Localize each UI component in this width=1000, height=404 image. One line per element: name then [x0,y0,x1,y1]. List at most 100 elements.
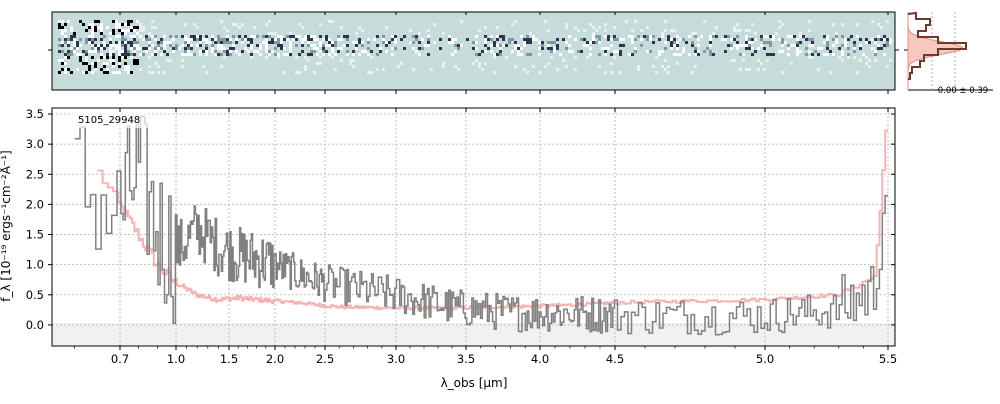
spectrum-2d-pixel [760,44,763,47]
spectrum-2d-pixel [112,65,115,68]
spectrum-2d-pixel [307,59,310,62]
spectrum-2d-pixel [247,50,250,53]
spectrum-2d-pixel [787,44,790,47]
spectrum-2d-pixel [157,44,160,47]
spectrum-2d-pixel [133,26,136,29]
spectrum-2d-pixel [352,59,355,62]
spectrum-2d-pixel [130,41,133,44]
spectrum-2d-pixel [613,56,616,59]
spectrum-2d-pixel [91,56,94,59]
spectrum-2d-pixel [91,44,94,47]
spectrum-2d-pixel [181,59,184,62]
spectrum-2d-pixel [340,26,343,29]
spectrum-2d-pixel [118,50,121,53]
spectrum-2d-pixel [67,50,70,53]
spectrum-2d-pixel [235,50,238,53]
spectrum-2d-pixel [310,44,313,47]
spectrum-2d-pixel [64,53,67,56]
spectrum-2d-pixel [127,71,130,74]
spectrum-2d-pixel [886,44,889,47]
spectrum-2d-pixel [379,47,382,50]
spectrum-2d-pixel [739,68,742,71]
spectrum-2d-pixel [190,44,193,47]
spectrum-2d-pixel [328,53,331,56]
spectrum-2d-pixel [523,68,526,71]
spectrum-2d-pixel [646,26,649,29]
spectrum-2d-pixel [763,47,766,50]
spectrum-2d-pixel [238,53,241,56]
spectrum-2d-pixel [229,53,232,56]
spectrum-2d-pixel [619,38,622,41]
spectrum-2d-pixel [274,47,277,50]
spectrum-2d-pixel [241,38,244,41]
spectrum-2d-pixel [547,41,550,44]
spectrum-2d-pixel [214,41,217,44]
spectrum-2d-pixel [127,23,130,26]
spectrum-2d-pixel [304,35,307,38]
spectrum-2d-pixel [94,20,97,23]
spectrum-2d-pixel [130,26,133,29]
spectrum-2d-pixel [139,47,142,50]
spectrum-2d-pixel [148,71,151,74]
spectrum-2d-pixel [487,47,490,50]
spectrum-2d-pixel [118,35,121,38]
spectrum-2d-pixel [745,29,748,32]
spectrum-2d-pixel [190,35,193,38]
spectrum-2d-pixel [751,23,754,26]
spectrum-2d-pixel [484,62,487,65]
spectrum-2d-pixel [304,65,307,68]
spectrum-2d-pixel [418,41,421,44]
spectrum-2d-pixel [514,44,517,47]
spectrum-2d-pixel [169,35,172,38]
spectrum-2d-pixel [292,35,295,38]
spectrum-2d-pixel [493,44,496,47]
spectrum-2d-pixel [547,47,550,50]
spectrum-2d-pixel [316,53,319,56]
spectrum-2d-pixel [847,53,850,56]
spectrum-2d-pixel [442,32,445,35]
spectrum-2d-pixel [193,53,196,56]
spectrum-2d-pixel [268,50,271,53]
spectrum-2d-pixel [877,23,880,26]
spectrum-2d-pixel [76,41,79,44]
spectrum-2d-pixel [79,38,82,41]
spectrum-2d-pixel [448,35,451,38]
spectrum-2d-pixel [169,44,172,47]
spectrum-2d-pixel [526,53,529,56]
spectrum-2d-pixel [91,71,94,74]
spectrum-2d-pixel [583,38,586,41]
spectrum-2d-pixel [502,38,505,41]
spectrum-2d-pixel [268,53,271,56]
spectrum-2d-pixel [556,38,559,41]
spectrum-2d-pixel [385,26,388,29]
spectrum-2d-pixel [808,50,811,53]
spectrum-2d-pixel [325,50,328,53]
spectrum-2d-pixel [310,50,313,53]
spectrum-2d-pixel [64,23,67,26]
spectrum-2d-pixel [223,38,226,41]
spectrum-2d-pixel [427,53,430,56]
spectrum-2d-pixel [733,26,736,29]
spectrum-2d-pixel [154,53,157,56]
spectrum-2d-pixel [67,20,70,23]
spectrum-2d-pixel [418,53,421,56]
spectrum-2d-pixel [88,26,91,29]
spectrum-2d-pixel [196,38,199,41]
spectrum-2d-pixel [337,35,340,38]
spectrum-2d-pixel [157,71,160,74]
spectrum-2d-pixel [85,38,88,41]
spectrum-2d-pixel [244,35,247,38]
spectrum-2d-pixel [160,47,163,50]
spectrum-2d-pixel [685,41,688,44]
spectrum-2d-pixel [562,38,565,41]
spectrum-2d-pixel [217,38,220,41]
spectrum-2d-pixel [817,47,820,50]
spectrum-2d-pixel [91,35,94,38]
spectrum-2d-pixel [112,62,115,65]
spectrum-2d-pixel [97,50,100,53]
spectrum-2d-pixel [733,38,736,41]
spectrum-2d-pixel [496,26,499,29]
spectrum-2d-pixel [67,53,70,56]
spectrum-2d-pixel [649,38,652,41]
spectrum-2d-pixel [814,50,817,53]
